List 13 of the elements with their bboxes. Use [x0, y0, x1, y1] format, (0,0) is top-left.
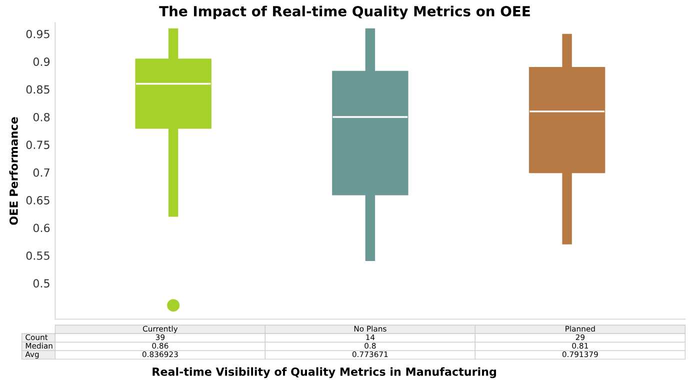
- x-axis-title: Real-time Visibility of Quality Metrics in Manufacturing: [152, 367, 496, 378]
- y-tick-label: 0.95: [26, 30, 50, 38]
- y-tick-label: 0.6: [33, 224, 50, 232]
- y-tick-label: 0.9: [33, 58, 50, 66]
- y-tick-label: 0.5: [33, 279, 50, 288]
- y-tick-label: 0.8: [33, 112, 50, 122]
- chart-title: The Impact of Real-time Quality Metrics on OEE: [159, 6, 530, 20]
- y-axis-title: OEE Performance: [9, 117, 18, 225]
- y-tick-label: 0.85: [26, 85, 50, 94]
- y-tick-label: 0.65: [26, 196, 50, 204]
- y-tick-label: 0.55: [26, 251, 50, 260]
- y-tick-label: 0.7: [33, 168, 50, 177]
- y-tick-label: 0.75: [26, 140, 50, 150]
